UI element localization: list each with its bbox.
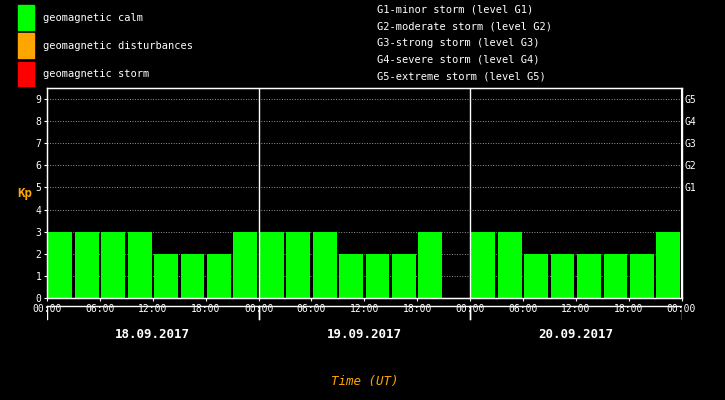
Text: G3-strong storm (level G3): G3-strong storm (level G3)	[377, 38, 539, 48]
Text: geomagnetic calm: geomagnetic calm	[43, 13, 143, 22]
Bar	[498, 232, 521, 298]
Text: 18.09.2017: 18.09.2017	[115, 328, 191, 341]
Bar	[75, 232, 99, 298]
Text: G1-minor storm (level G1): G1-minor storm (level G1)	[377, 4, 534, 14]
Bar	[154, 254, 178, 298]
Text: 19.09.2017: 19.09.2017	[327, 328, 402, 341]
Bar	[128, 232, 152, 298]
Bar	[286, 232, 310, 298]
FancyBboxPatch shape	[18, 62, 34, 86]
Bar	[102, 232, 125, 298]
Bar	[630, 254, 654, 298]
Bar	[260, 232, 283, 298]
Text: Time (UT): Time (UT)	[331, 376, 398, 388]
Text: G5-extreme storm (level G5): G5-extreme storm (level G5)	[377, 71, 546, 81]
Bar	[551, 254, 574, 298]
Bar	[577, 254, 601, 298]
Text: G4-severe storm (level G4): G4-severe storm (level G4)	[377, 54, 539, 64]
Bar	[418, 232, 442, 298]
Bar	[392, 254, 416, 298]
Bar	[365, 254, 389, 298]
Text: G2-moderate storm (level G2): G2-moderate storm (level G2)	[377, 21, 552, 31]
Text: geomagnetic storm: geomagnetic storm	[43, 69, 149, 79]
Bar	[656, 232, 680, 298]
Bar	[207, 254, 231, 298]
Bar	[339, 254, 363, 298]
FancyBboxPatch shape	[18, 5, 34, 30]
FancyBboxPatch shape	[18, 34, 34, 58]
Bar	[49, 232, 72, 298]
Bar	[471, 232, 495, 298]
Text: geomagnetic disturbances: geomagnetic disturbances	[43, 41, 193, 51]
Bar	[181, 254, 204, 298]
Bar	[312, 232, 336, 298]
Text: 20.09.2017: 20.09.2017	[538, 328, 613, 341]
Y-axis label: Kp: Kp	[17, 186, 32, 200]
Bar	[524, 254, 548, 298]
Bar	[233, 232, 257, 298]
Bar	[603, 254, 627, 298]
